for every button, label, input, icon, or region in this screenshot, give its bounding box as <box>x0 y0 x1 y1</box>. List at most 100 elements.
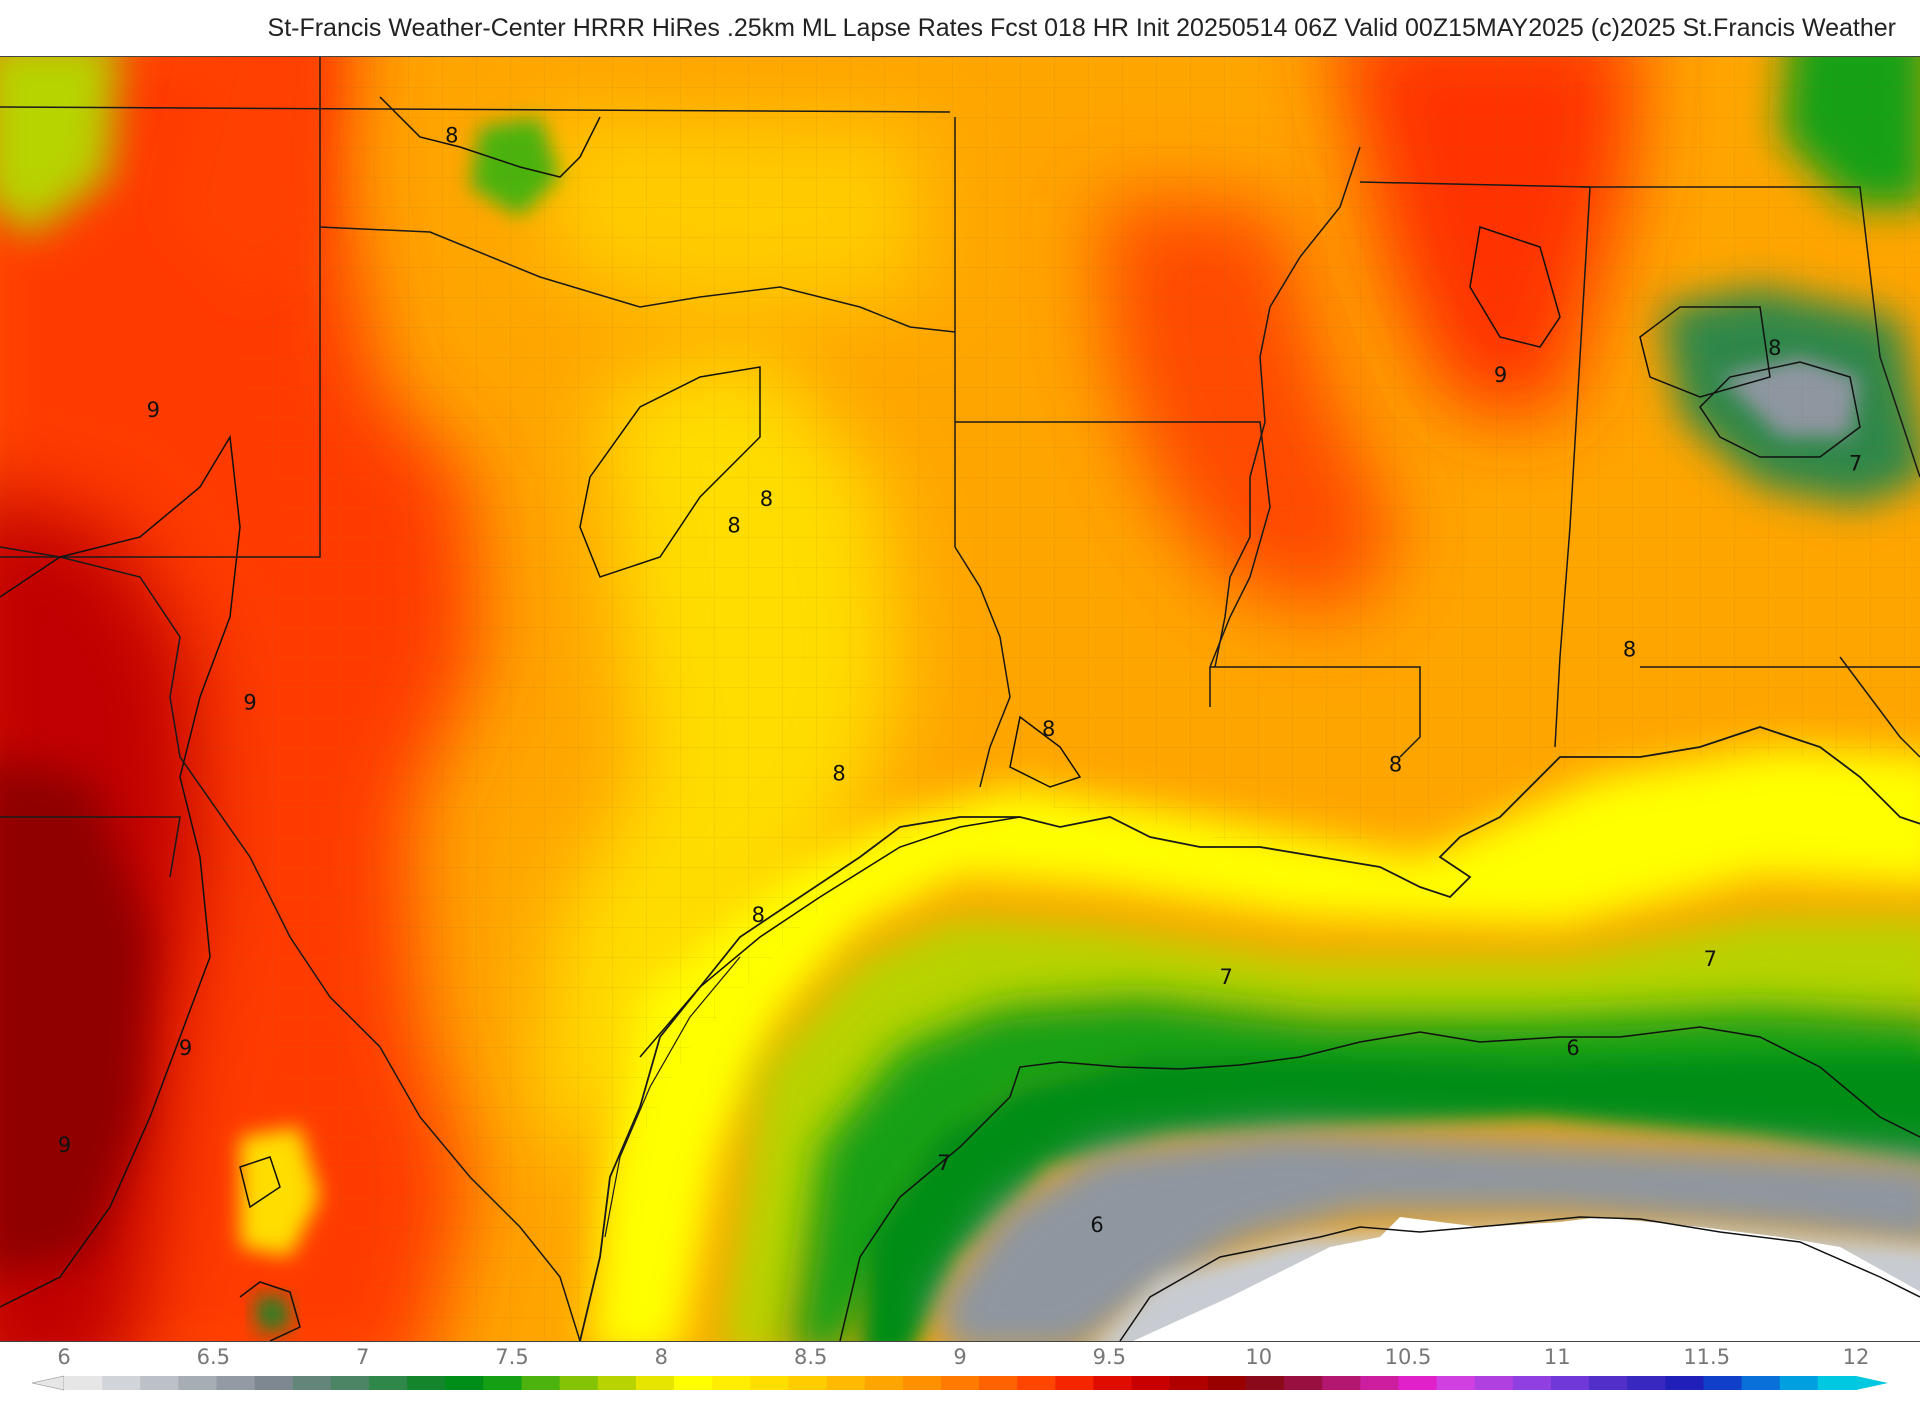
green-mexico <box>255 1297 290 1332</box>
contour-label-8: 8 <box>1623 637 1636 661</box>
colorbar-tick-label: 9.5 <box>1093 1345 1126 1369</box>
colorbar-swatch <box>1093 1376 1133 1390</box>
florida-coast <box>1839 656 1920 758</box>
colorbar-tick-label: 11.5 <box>1683 1345 1730 1369</box>
gulf-coastline <box>579 726 1920 1341</box>
contours <box>0 96 1920 1341</box>
contour-label-9: 9 <box>179 1036 192 1060</box>
county-lines <box>170 57 1920 1341</box>
colorbar-tick-label: 7.5 <box>495 1345 528 1369</box>
colorbar-tick-label: 8 <box>655 1345 668 1369</box>
colorbar-tick-label: 7 <box>356 1345 369 1369</box>
colorbar-swatch <box>1245 1376 1285 1390</box>
colorbar-swatch <box>788 1376 828 1390</box>
contour-label-6: 6 <box>1090 1213 1103 1237</box>
contour-label-9: 9 <box>243 690 256 714</box>
contour-8-coast <box>639 816 1021 1058</box>
colorbar-swatch <box>1627 1376 1666 1390</box>
yellowgreen-nw <box>0 57 119 237</box>
new-mexico-border <box>0 227 321 558</box>
colorbar-swatch <box>483 1376 523 1390</box>
colorbar-swatch <box>1741 1376 1781 1390</box>
contour-8-central <box>579 366 761 578</box>
boundaries <box>0 57 1920 1341</box>
colorbar-swatch <box>1436 1376 1476 1390</box>
colorbar-swatch <box>369 1376 408 1390</box>
colorbar-swatch <box>254 1376 294 1390</box>
contour-label-8: 8 <box>760 487 773 511</box>
contour-7-line <box>839 1026 1920 1341</box>
white-gulf <box>1133 1217 1920 1341</box>
colorbar-swatch <box>1017 1376 1056 1390</box>
contour-7-georgia <box>1699 361 1861 458</box>
colorbar-swatch <box>445 1376 485 1390</box>
contour-label-8: 8 <box>727 513 740 537</box>
texas-panhandle-border <box>319 57 956 333</box>
nm-mexico-border <box>0 816 181 878</box>
contour-label-9: 9 <box>147 398 160 422</box>
contour-6-line <box>1119 1216 1920 1341</box>
colorbar-swatch <box>674 1376 713 1390</box>
contour-9-west <box>0 434 241 1308</box>
colorbar-tick-label: 11 <box>1544 1345 1571 1369</box>
contour-8-ga <box>1639 306 1771 398</box>
colorbar-tick-label: 10 <box>1245 1345 1272 1369</box>
contour-label-8: 8 <box>1389 752 1402 776</box>
colorbar-swatch <box>140 1376 179 1390</box>
contour-9-mexico2 <box>239 1156 281 1209</box>
contour-label-7: 7 <box>1704 947 1717 971</box>
darkest-red-west <box>0 760 150 1274</box>
colorbar-min-arrow <box>31 1375 65 1391</box>
colorbar-swatch <box>826 1376 866 1390</box>
colorbar-swatch <box>64 1376 103 1390</box>
rio-grande <box>0 546 581 1341</box>
colorbar-tick-label: 6 <box>57 1345 70 1369</box>
colorbar-swatch <box>1055 1376 1095 1390</box>
colorbar-swatch <box>407 1376 446 1390</box>
colorbar-swatch <box>1131 1376 1171 1390</box>
oklahoma-kansas <box>0 106 951 113</box>
contour-9-ar <box>1469 226 1561 348</box>
contour-label-7: 7 <box>937 1151 950 1175</box>
colorbar-swatch <box>902 1376 942 1390</box>
texas-louisiana-border <box>954 546 1011 788</box>
contour-label-9: 9 <box>58 1133 71 1157</box>
colorbar-swatch <box>979 1376 1018 1390</box>
colorbar-swatch <box>940 1376 980 1390</box>
colorbar-swatch <box>1474 1376 1514 1390</box>
colorbar-swatch <box>1779 1376 1819 1390</box>
colorbar-tick-label: 10.5 <box>1385 1345 1432 1369</box>
colorbar-swatch <box>1322 1376 1361 1390</box>
colorbar-swatch <box>1512 1376 1552 1390</box>
colorbar-swatch <box>635 1376 675 1390</box>
colorbar-tick-label: 8.5 <box>794 1345 827 1369</box>
contour-label-8: 8 <box>1768 336 1781 360</box>
colorbar-swatch <box>1550 1376 1590 1390</box>
mississippi-river <box>1214 146 1361 668</box>
colorbar-swatch <box>292 1376 332 1390</box>
yellow-coast <box>591 747 1920 1341</box>
contour-label-9: 9 <box>1494 363 1507 387</box>
colorbar-swatch <box>597 1376 637 1390</box>
colorbar-swatch <box>1665 1376 1705 1390</box>
colorbar-swatch <box>559 1376 599 1390</box>
contour-8-oklahoma <box>379 96 601 178</box>
contour-label-8: 8 <box>1042 717 1055 741</box>
colorbar-swatch <box>1360 1376 1400 1390</box>
colorbar-swatch <box>521 1376 561 1390</box>
colorbar-swatch <box>216 1376 256 1390</box>
colorbar-swatch <box>102 1376 141 1390</box>
colorbar-swatch <box>712 1376 751 1390</box>
arkansas-north <box>1359 181 1591 188</box>
colorbar-max-arrow <box>1856 1376 1888 1390</box>
colorbar-swatch <box>1703 1376 1743 1390</box>
darkgreen-gulf <box>861 1057 1920 1341</box>
colorbar-swatch <box>330 1376 370 1390</box>
contour-label-7: 7 <box>1220 965 1233 989</box>
map-title: St-Francis Weather-Center HRRR HiRes .25… <box>267 14 1896 42</box>
colorbar-swatch <box>1207 1376 1247 1390</box>
colorbar-tick-label: 9 <box>953 1345 966 1369</box>
colorbar: 6 6.5 7 7.5 8 8.5 9 9.5 10 10.5 11 11.5 12 <box>0 1342 1920 1400</box>
